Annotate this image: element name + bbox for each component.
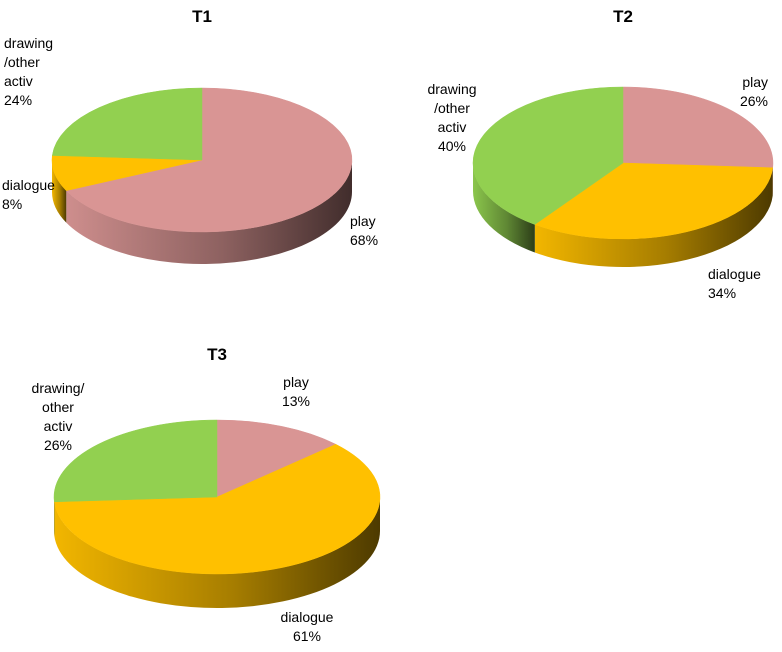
pie-chart-t2: T2 play 26% dialogue 34% drawing/other activ 40…	[427, 7, 774, 301]
data-label-play: play 13%	[282, 374, 310, 409]
slice-play	[65, 87, 353, 233]
chart-title: T3	[207, 345, 227, 364]
data-label-dialogue: dialogue 8%	[2, 177, 55, 212]
slice-drawing	[53, 419, 218, 503]
data-label-drawing: drawing/other activ 24%	[4, 35, 53, 108]
data-label-play: play 68%	[350, 213, 378, 248]
data-label-dialogue: dialogue 61%	[281, 609, 334, 644]
slice-side-drawing	[472, 163, 535, 253]
slice-drawing	[52, 87, 203, 161]
data-label-drawing: drawing/other activ 26%	[32, 380, 85, 453]
slice-side-dialogue	[534, 167, 773, 267]
slice-dialogue	[54, 444, 381, 575]
pie-chart-t3: T3 play 13% dialogue 61% drawing/other activ 26…	[32, 345, 381, 644]
data-label-play: play 26%	[740, 74, 768, 109]
data-label-dialogue: dialogue 34%	[708, 266, 761, 301]
chart-title: T1	[192, 7, 212, 26]
slice-side-play	[66, 160, 352, 265]
slice-side-dialogue	[54, 497, 380, 608]
slice-play	[216, 419, 337, 498]
slice-dialogue	[534, 162, 773, 240]
slice-play	[622, 86, 774, 169]
pie-chart-t1: T1 play 68% dialogue 8% drawing/other activ 24%	[2, 7, 378, 265]
data-label-drawing: drawing/other activ 40%	[427, 81, 476, 154]
chart-title: T2	[613, 7, 633, 26]
slice-drawing	[472, 86, 624, 225]
